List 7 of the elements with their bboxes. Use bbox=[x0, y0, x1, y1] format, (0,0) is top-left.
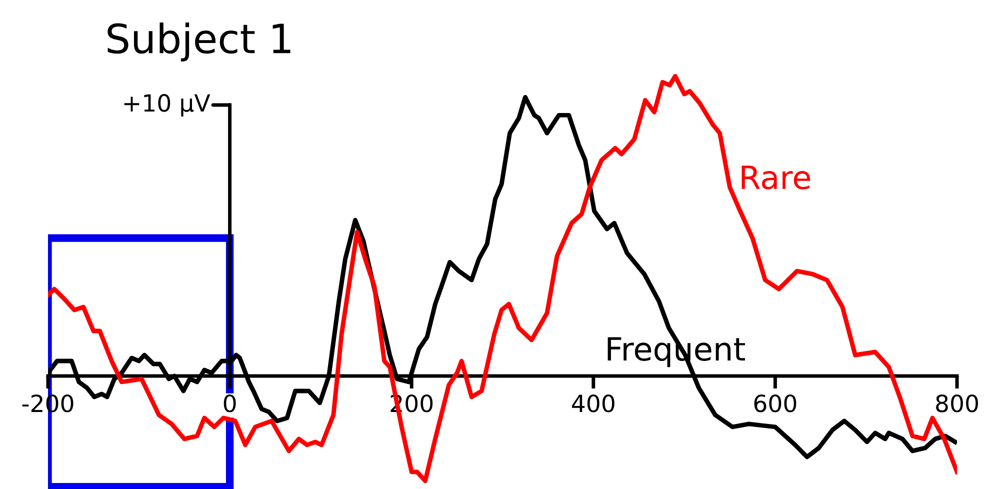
annotation: +10 µV bbox=[124, 94, 210, 116]
series-label: Rare bbox=[742, 166, 810, 190]
x-tick-label: 0 bbox=[224, 394, 236, 412]
x-tick-label: 600 bbox=[754, 394, 796, 412]
x-tick-label: 400 bbox=[572, 394, 614, 412]
chart-title: Subject 1 bbox=[108, 22, 290, 62]
x-tick-label: 800 bbox=[936, 394, 978, 412]
